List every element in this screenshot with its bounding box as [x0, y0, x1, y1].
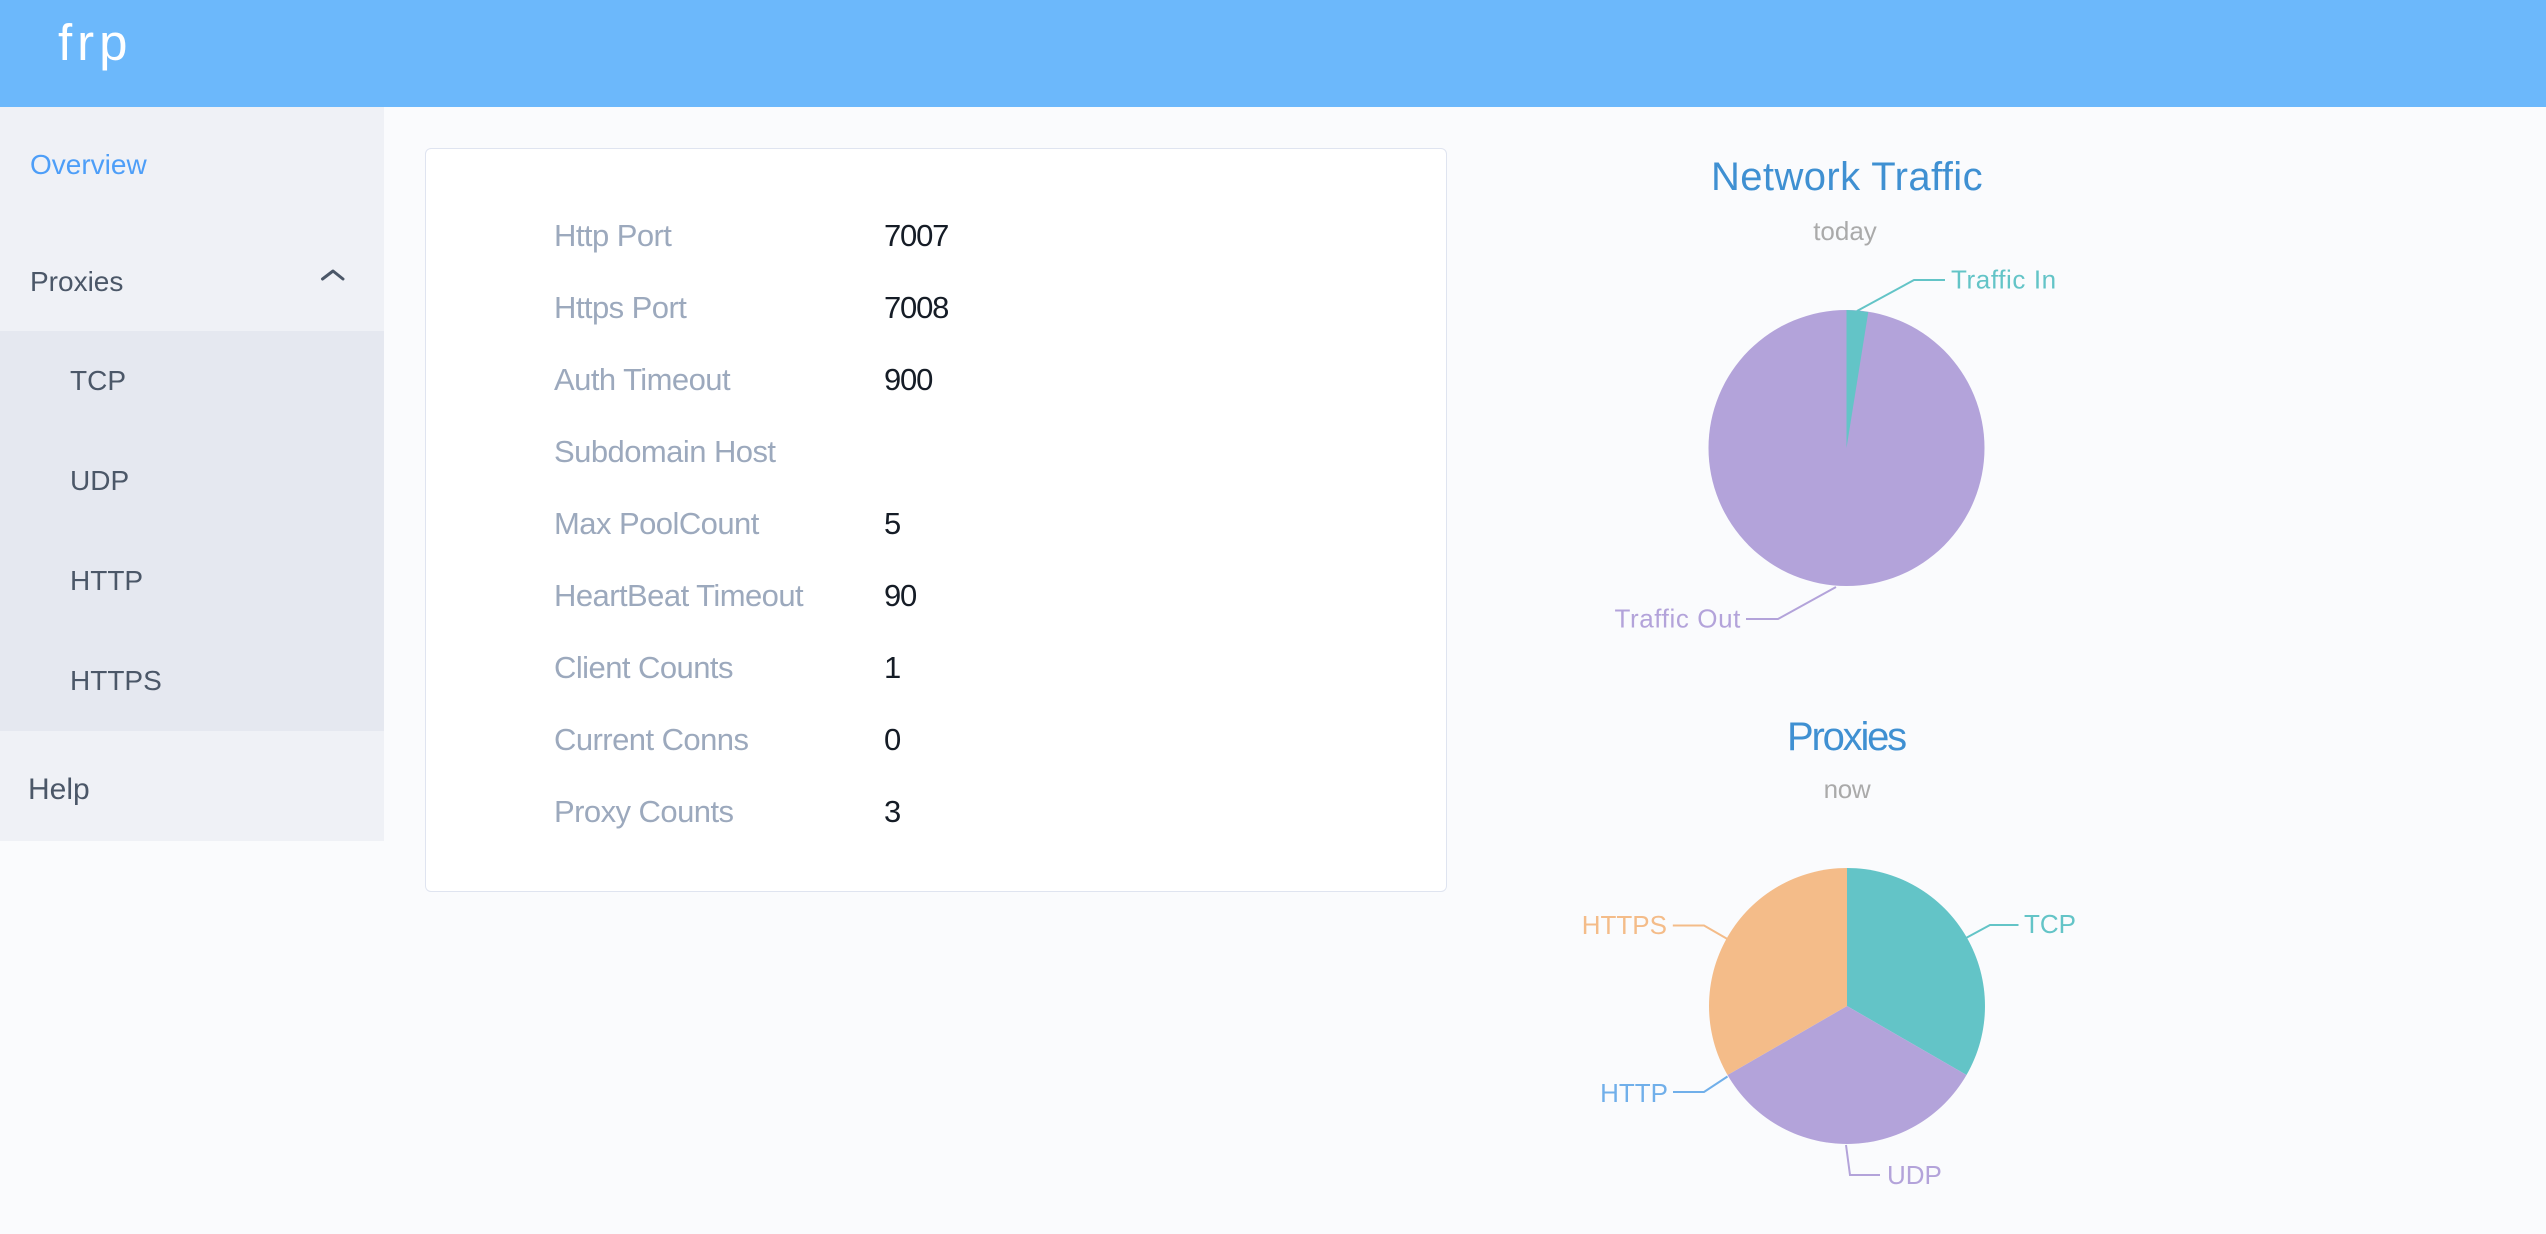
svg-text:Traffic In: Traffic In [1951, 265, 2057, 295]
svg-text:Proxies: Proxies [1787, 715, 1906, 759]
svg-text:Traffic Out: Traffic Out [1614, 604, 1741, 634]
svg-text:TCP: TCP [2024, 909, 2076, 939]
svg-text:UDP: UDP [1887, 1160, 1942, 1190]
svg-text:HTTPS: HTTPS [1582, 910, 1667, 940]
svg-text:Network Traffic: Network Traffic [1711, 155, 1983, 199]
svg-text:now: now [1824, 774, 1871, 804]
svg-text:HTTP: HTTP [1600, 1078, 1668, 1108]
svg-text:today: today [1813, 216, 1877, 246]
